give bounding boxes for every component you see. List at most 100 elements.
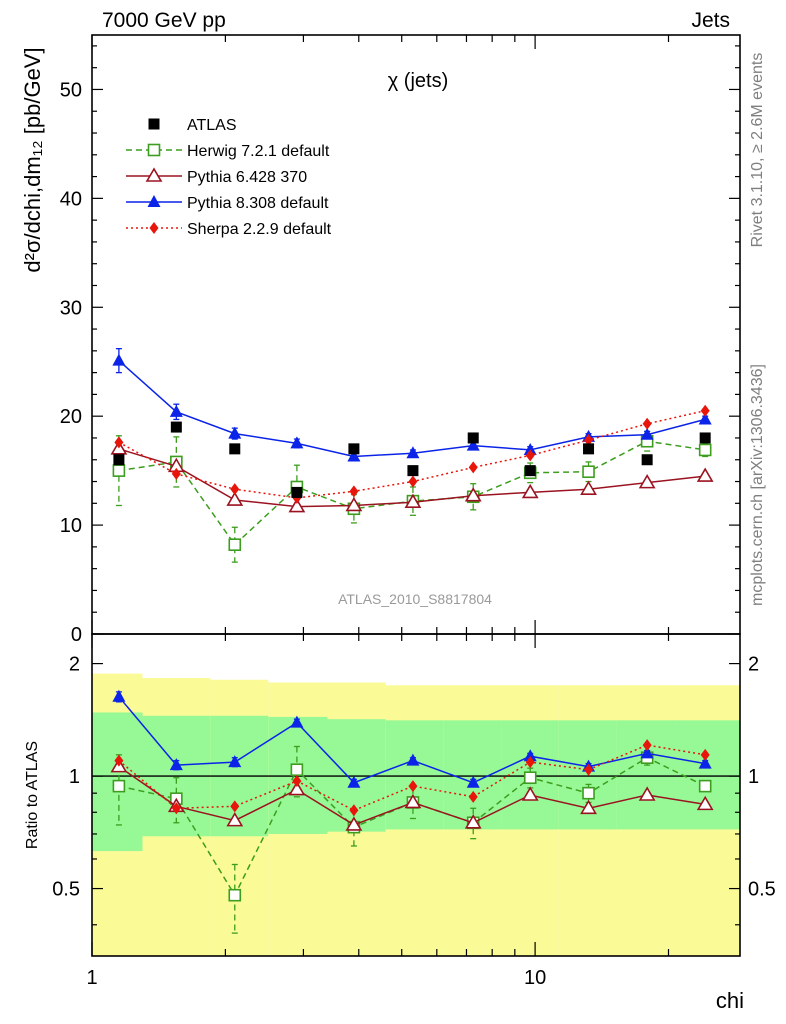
header-left: 7000 GeV pp	[102, 9, 226, 32]
main-pythia-6-428-370-point	[521, 483, 539, 499]
x-tick-label: 10	[524, 967, 546, 989]
main-y-tick-label: 20	[60, 406, 82, 428]
main-pythia-8-308-default-point	[466, 438, 480, 451]
main-herwig-7-2-1-default-point	[112, 464, 126, 477]
ratio-sherpa-2-2-9-default-point	[468, 790, 478, 803]
ratio-pythia-6-428-370-point	[464, 814, 482, 829]
ratio-band-inner	[616, 720, 677, 830]
legend-label-sherpa-2-2-9-default: Sherpa 2.2.9 default	[187, 221, 332, 238]
main-pythia-6-428-370-point	[288, 497, 306, 513]
legend-label-pythia-6-428-370: Pythia 6.428 370	[187, 169, 307, 186]
main-pythia-8-308-default-point	[169, 404, 183, 417]
main-pythia-6-428-370-point	[404, 493, 422, 509]
ratio-pythia-8-308-default-point	[523, 749, 537, 762]
ratio-sherpa-2-2-9-default-point	[171, 802, 181, 815]
ratio-pythia-8-308-default-point	[406, 753, 420, 766]
main-pythia-6-428-370-point	[464, 487, 482, 502]
ratio-pythia-6-428-370-point	[288, 781, 306, 796]
ratio-sherpa-2-2-9-default-line	[118, 744, 706, 812]
main-atlas-point	[641, 454, 653, 466]
main-atlas-point	[170, 421, 182, 433]
ratio-y-tick-label-right: 0.5	[748, 879, 776, 901]
main-sherpa-2-2-9-default-point	[584, 434, 594, 447]
ratio-band-inner	[676, 720, 740, 830]
main-atlas-point	[229, 443, 241, 455]
main-herwig-7-2-1-default-point	[582, 465, 595, 479]
ratio-pythia-6-428-370-point	[521, 786, 539, 801]
ratio-pythia-6-428-370-point	[226, 812, 244, 827]
ratio-pythia-8-308-default-point	[698, 756, 712, 769]
main-pythia-8-308-default-line	[118, 360, 706, 458]
legend-label-atlas: ATLAS	[187, 117, 237, 134]
main-pythia-6-428-370-point	[226, 491, 244, 506]
main-pythia-8-308-default-point	[640, 427, 654, 440]
legend-marker-pythia-6-428-370	[145, 167, 163, 182]
ratio-herwig-7-2-1-default-point	[228, 888, 242, 902]
ratio-sherpa-2-2-9-default-point	[292, 775, 302, 788]
legend-label-pythia-8-308-default: Pythia 8.308 default	[187, 195, 329, 212]
ratio-pythia-6-428-370-point	[580, 799, 597, 815]
main-atlas-point	[699, 432, 711, 444]
main-sherpa-2-2-9-default-point	[349, 485, 359, 498]
ratio-pythia-6-428-370-point	[345, 816, 363, 831]
ratio-pythia-8-308-default-point	[169, 758, 183, 771]
main-pythia-8-308-default-point	[347, 449, 361, 462]
axes-frame: 0 10 20 30 40 50 1 10 0.5 0.5 1 1 2 2	[52, 34, 776, 989]
ratio-y-tick-label-right: 2	[748, 654, 759, 676]
main-pythia-8-308-default-point	[228, 426, 242, 439]
main-sherpa-2-2-9-default-point	[114, 436, 124, 449]
main-pythia-6-428-370-point	[696, 467, 714, 482]
main-pythia-6-428-370-point	[580, 480, 597, 495]
ratio-panel-frame	[91, 633, 741, 957]
ratio-y-tick-label-right: 1	[748, 766, 759, 788]
ratio-sherpa-2-2-9-default-point	[114, 754, 124, 767]
ratio-pythia-8-308-default-point	[640, 746, 654, 759]
ratio-herwig-7-2-1-default-point	[112, 779, 126, 793]
main-atlas-point	[291, 486, 303, 498]
main-pythia-8-308-default-point	[698, 412, 712, 425]
main-pythia-8-308-default-point	[523, 442, 537, 455]
ratio-sherpa-2-2-9-default-point	[700, 748, 710, 761]
ratio-herwig-7-2-1-default-point	[523, 771, 537, 785]
ratio-sherpa-2-2-9-default-point	[642, 739, 652, 752]
main-pythia-6-428-370-point	[345, 496, 363, 512]
ratio-band-inner	[385, 720, 444, 830]
main-panel-title: χ (jets)	[388, 70, 449, 92]
main-pythia-8-308-default-point	[406, 446, 420, 459]
x-axis-label: chi	[716, 988, 744, 1013]
main-pythia-8-308-default-point	[290, 436, 304, 449]
ratio-sherpa-2-2-9-default-point	[349, 804, 359, 817]
main-y-tick-label: 10	[60, 515, 82, 537]
main-atlas-point	[113, 454, 125, 466]
ratio-pythia-6-428-370-point	[696, 795, 714, 811]
ratio-herwig-7-2-1-default-point	[698, 779, 712, 793]
main-pythia-6-428-370-point	[638, 474, 656, 489]
ratio-y-axis-label: Ratio to ATLAS	[24, 741, 41, 849]
ratio-uncertainty-bands	[92, 673, 740, 956]
main-atlas-point	[583, 443, 595, 455]
main-atlas-point	[524, 465, 536, 477]
legend-marker-sherpa-2-2-9-default	[149, 222, 159, 234]
ratio-herwig-7-2-1-default-point	[582, 786, 595, 800]
main-sherpa-2-2-9-default-point	[408, 475, 418, 488]
main-sherpa-2-2-9-default-point	[468, 461, 478, 474]
ratio-sherpa-2-2-9-default-point	[525, 756, 535, 769]
ratio-pythia-8-308-default-point	[347, 775, 361, 788]
main-atlas-point	[407, 465, 419, 477]
ratio-pythia-6-428-370-point	[638, 786, 656, 801]
main-y-tick-label: 50	[60, 79, 82, 101]
ratio-y-tick-label: 1	[69, 766, 80, 788]
ratio-sherpa-2-2-9-default-point	[584, 763, 594, 776]
ratio-sherpa-2-2-9-default-point	[408, 780, 418, 793]
legend-label-herwig-7-2-1-default: Herwig 7.2.1 default	[187, 143, 330, 160]
main-herwig-7-2-1-default-point	[698, 443, 712, 457]
legend-marker-pythia-8-308-default	[147, 195, 161, 207]
legend-marker-atlas	[148, 118, 160, 130]
x-tick-label: 1	[86, 967, 97, 989]
main-atlas-point	[348, 443, 360, 455]
main-y-tick-label: 40	[60, 188, 82, 210]
ratio-y-tick-label: 0.5	[52, 879, 80, 901]
main-sherpa-2-2-9-default-point	[171, 467, 181, 480]
main-y-tick-label: 0	[71, 624, 82, 646]
